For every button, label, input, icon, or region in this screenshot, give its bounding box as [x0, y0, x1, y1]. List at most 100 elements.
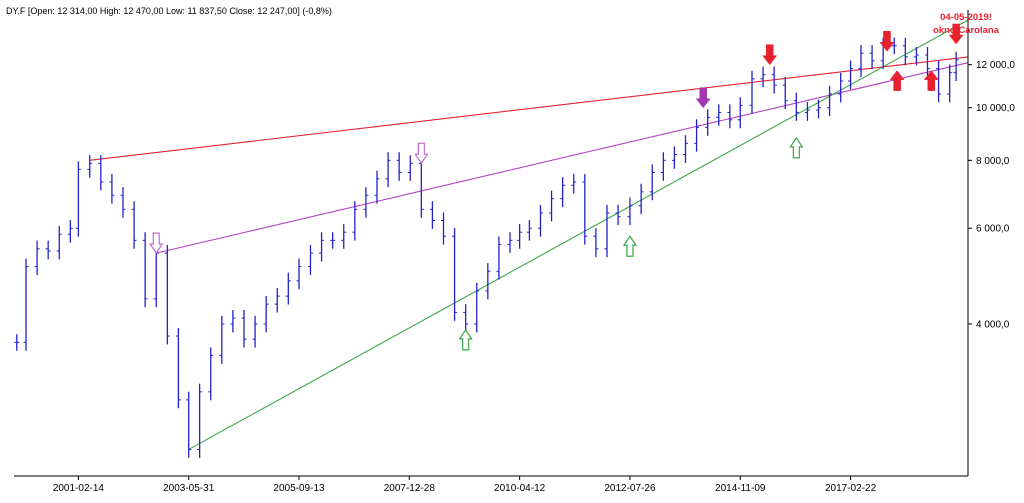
arrow-up-outline: [789, 136, 804, 159]
price-bar: [285, 272, 291, 305]
price-bar: [396, 152, 402, 181]
arrow-down-outline: [414, 142, 429, 165]
price-bar: [804, 101, 810, 121]
x-tick-label: 2010-04-12: [494, 483, 546, 494]
price-bar: [816, 99, 822, 119]
price-bar: [671, 146, 677, 169]
price-bar: [429, 201, 435, 229]
price-bar: [67, 220, 73, 243]
price-bar: [241, 309, 247, 348]
annotation-text: 04-05-2019!: [940, 12, 992, 23]
price-bar: [593, 228, 599, 258]
price-bar: [782, 77, 788, 110]
x-tick-label: 2005-09-13: [273, 483, 325, 494]
price-bar: [924, 46, 930, 78]
price-bar: [219, 315, 225, 364]
price-bar: [615, 204, 621, 226]
price-bar: [682, 135, 688, 163]
price-bar: [694, 119, 700, 152]
x-tick-label: 2007-12-28: [384, 483, 436, 494]
trendlines-layer: [89, 19, 969, 450]
price-bar: [274, 288, 280, 313]
price-bar: [936, 60, 942, 103]
price-bar: [14, 334, 20, 351]
price-bar: [571, 173, 577, 194]
price-bar: [771, 66, 777, 94]
price-bar: [660, 152, 666, 181]
x-tick-label: 2014-11-09: [715, 483, 766, 494]
arrow-up-outline: [622, 235, 638, 257]
price-bar: [627, 197, 633, 226]
price-bar: [716, 104, 722, 126]
x-tick-label: 2003-05-31: [163, 483, 215, 494]
y-tick-label: 12 000,0: [976, 60, 1015, 71]
price-bar: [891, 37, 897, 55]
price-bar: [526, 220, 532, 241]
price-bar: [197, 383, 203, 458]
trendline-2: [188, 19, 969, 450]
price-bar: [913, 46, 919, 66]
price-bar: [374, 170, 380, 204]
price-bar: [496, 236, 502, 280]
price-bar: [737, 97, 743, 129]
price-bar: [153, 244, 159, 308]
price-bar: [307, 244, 313, 276]
y-tick-label: 4 000,0: [976, 319, 1010, 330]
price-bar: [352, 201, 358, 241]
price-bar: [330, 232, 336, 249]
price-bar: [582, 173, 588, 245]
price-bar: [319, 232, 325, 262]
price-bar: [463, 304, 469, 333]
x-tick-label: 2001-02-14: [53, 483, 105, 494]
arrow-down-outline: [149, 232, 164, 255]
price-bar: [793, 92, 799, 121]
price-bar: [474, 282, 480, 333]
price-bar: [638, 183, 644, 215]
price-bar: [120, 187, 126, 218]
price-bar: [838, 72, 844, 103]
price-bar: [175, 327, 181, 409]
axes-layer: 4 000,0 6 000,0 8 000,0 10 000,0 12 000,0 200…: [14, 10, 1015, 494]
price-bar: [953, 51, 959, 82]
price-bar: [537, 204, 543, 237]
price-bar: [363, 187, 369, 218]
annotations-layer: 04-05-2019! okno Carolana: [933, 12, 1000, 36]
price-bar: [727, 104, 733, 129]
price-bar: [507, 232, 513, 253]
arrow-down-filled: [879, 31, 895, 52]
price-bar: [142, 232, 148, 308]
y-tick-label: 6 000,0: [976, 224, 1010, 235]
price-bar: [869, 45, 875, 70]
price-bar: [98, 155, 104, 191]
price-bar: [341, 224, 347, 249]
price-bar: [296, 258, 302, 290]
price-bar: [208, 347, 214, 401]
y-tick-label: 8 000,0: [976, 156, 1010, 167]
price-bar: [440, 212, 446, 245]
arrow-up-filled: [889, 70, 905, 91]
price-bar: [164, 244, 170, 345]
arrow-up-outline: [458, 328, 473, 351]
price-bar: [87, 155, 93, 178]
price-bar: [186, 391, 192, 458]
price-bar: [604, 204, 610, 258]
price-bar: [517, 224, 523, 249]
price-bar: [34, 240, 40, 276]
price-bar: [252, 315, 258, 348]
price-bar: [23, 258, 29, 351]
price-bar: [947, 64, 953, 103]
annotation-text: okno Carolana: [933, 25, 1000, 36]
arrow-up-filled: [923, 70, 939, 91]
price-bar: [109, 173, 115, 204]
trendline-1: [156, 62, 969, 254]
x-tick-label: 2017-02-22: [825, 483, 877, 494]
price-bar: [385, 152, 391, 188]
price-bars-layer: [14, 37, 959, 458]
price-bar: [848, 60, 854, 90]
price-bar: [560, 177, 566, 208]
y-tick-label: 10 000,0: [976, 103, 1015, 114]
price-bar: [902, 37, 908, 66]
price-bar: [549, 190, 555, 222]
